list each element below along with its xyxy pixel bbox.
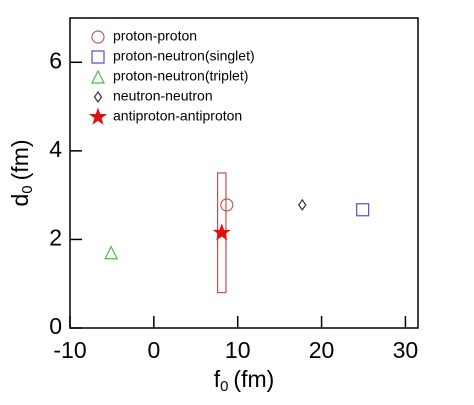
legend-marker (91, 69, 105, 84)
y-axis-label: d0 (fm) (7, 139, 36, 206)
point (356, 203, 370, 217)
y-label-symbol: d (7, 194, 33, 207)
legend-marker (88, 107, 108, 125)
x-label-symbol: f (214, 366, 221, 392)
y-label-unit: (fm) (7, 139, 33, 180)
legend-marker (91, 30, 105, 44)
x-tick-label: 10 (225, 337, 251, 363)
x-label-subscript: 0 (220, 378, 228, 395)
legend-label: proton-neutron(triplet) (113, 68, 248, 84)
x-tick-label: -10 (53, 337, 86, 363)
x-label-unit: (fm) (233, 366, 274, 392)
legend-label: proton-proton (113, 28, 197, 44)
x-axis-label: f0 (fm) (214, 366, 275, 395)
legend-label: neutron-neutron (113, 88, 213, 104)
legend-marker (91, 50, 105, 64)
legend-label: antiproton-antiproton (113, 108, 242, 124)
plot-frame (69, 17, 419, 329)
point (220, 198, 234, 212)
point (104, 245, 119, 260)
y-tick-label: 2 (49, 225, 62, 251)
x-tick-label: 0 (147, 337, 160, 363)
x-tick-label: 20 (309, 337, 335, 363)
point (298, 198, 307, 211)
point (212, 223, 231, 241)
y-label-subscript: 0 (19, 185, 36, 193)
y-tick-label: 6 (49, 47, 62, 73)
legend-marker (93, 90, 103, 104)
legend-label: proton-neutron(singlet) (113, 48, 255, 64)
y-tick-label: 0 (49, 313, 62, 339)
y-tick-label: 4 (49, 136, 62, 162)
x-tick-label: 30 (393, 337, 419, 363)
